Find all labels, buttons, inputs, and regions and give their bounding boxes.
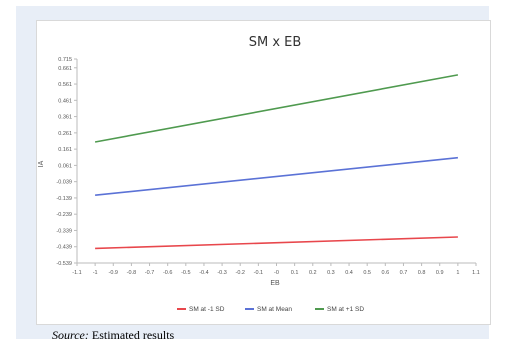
legend-label: SM at Mean bbox=[257, 306, 292, 313]
legend: SM at -1 SD SM at Mean SM at +1 SD bbox=[177, 306, 364, 313]
source-note: Source: Estimated results bbox=[52, 328, 174, 343]
x-tick-label: 1 bbox=[456, 270, 459, 276]
y-tick-label: -0.439 bbox=[56, 245, 72, 251]
x-tick-label: -0.3 bbox=[217, 270, 226, 276]
y-tick-label: 0.661 bbox=[58, 66, 72, 72]
x-axis: -1.1 -1 -0.9 -0.8 -0.7 -0.6 -0.5 -0.4 -0.3 -0.2 -0… bbox=[72, 262, 480, 276]
source-text: Estimated results bbox=[88, 328, 175, 342]
x-tick-label: -0.5 bbox=[181, 270, 190, 276]
y-tick-label: -0.139 bbox=[56, 196, 72, 202]
y-tick-label: 0.715 bbox=[58, 57, 72, 63]
x-tick-label: -0.1 bbox=[254, 270, 263, 276]
x-tick-label: -1.1 bbox=[72, 270, 81, 276]
y-tick-label: 0.161 bbox=[58, 147, 72, 153]
chart-title: SM x EB bbox=[249, 35, 302, 50]
y-axis: 0.715 0.661 0.561 0.461 0.361 0.261 0.161 0.061… bbox=[56, 57, 78, 267]
x-tick-label: -0.2 bbox=[235, 270, 244, 276]
x-tick-label: 0.6 bbox=[381, 270, 389, 276]
series-lines bbox=[94, 74, 459, 250]
y-axis-label: IA bbox=[38, 160, 45, 167]
x-axis-label: EB bbox=[270, 280, 280, 287]
legend-label: SM at +1 SD bbox=[327, 306, 364, 313]
series-line-sm-at-1-sd bbox=[95, 236, 458, 250]
x-tick-label: 0.9 bbox=[436, 270, 444, 276]
x-tick-label: -0.7 bbox=[145, 270, 154, 276]
x-tick-label: 1.1 bbox=[472, 270, 480, 276]
figure-panel: SM x EB 0.715 0.661 0.561 0.461 0.361 0.261 0.… bbox=[16, 6, 491, 342]
x-tick-label: 0.1 bbox=[291, 270, 299, 276]
y-tick-label: -0.039 bbox=[56, 180, 72, 186]
x-tick-label: -0.4 bbox=[199, 270, 208, 276]
chart-card: SM x EB 0.715 0.661 0.561 0.461 0.361 0.261 0.… bbox=[36, 20, 491, 325]
y-tick-label: -0.539 bbox=[56, 261, 72, 267]
legend-label: SM at -1 SD bbox=[189, 306, 225, 313]
x-tick-label: -0.6 bbox=[163, 270, 172, 276]
x-tick-label: -0 bbox=[274, 270, 279, 276]
x-tick-label: 0.4 bbox=[345, 270, 353, 276]
y-tick-label: 0.561 bbox=[58, 82, 72, 88]
x-tick-label: 0.5 bbox=[363, 270, 371, 276]
y-tick-label: -0.339 bbox=[56, 228, 72, 234]
y-tick-label: 0.461 bbox=[58, 98, 72, 104]
x-tick-label: 0.7 bbox=[400, 270, 408, 276]
x-tick-label: 0.3 bbox=[327, 270, 335, 276]
source-label: Source: bbox=[52, 328, 89, 342]
y-tick-label: 0.061 bbox=[58, 163, 72, 169]
x-tick-label: -0.8 bbox=[127, 270, 136, 276]
x-tick-label: -0.9 bbox=[109, 270, 118, 276]
y-tick-label: -0.239 bbox=[56, 212, 72, 218]
x-tick-label: -1 bbox=[93, 270, 98, 276]
x-tick-label: 0.2 bbox=[309, 270, 317, 276]
y-tick-label: 0.361 bbox=[58, 115, 72, 121]
series-line-sm-at-1-sd bbox=[94, 74, 459, 143]
x-tick-label: 0.8 bbox=[418, 270, 426, 276]
y-tick-label: 0.261 bbox=[58, 131, 72, 137]
series-line-sm-at-mean bbox=[95, 156, 458, 196]
line-chart: SM x EB 0.7150.6610.5610.4610.3610.2610.… bbox=[38, 35, 480, 313]
